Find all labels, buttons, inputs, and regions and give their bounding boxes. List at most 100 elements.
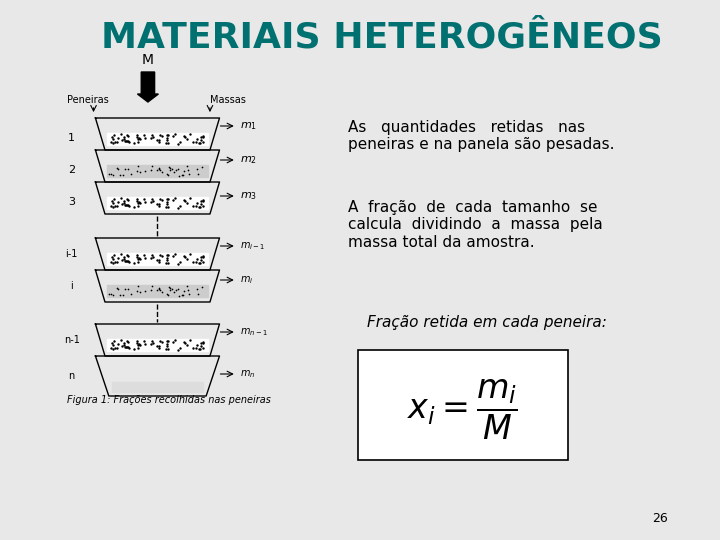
Point	[151, 136, 163, 145]
FancyArrow shape	[138, 72, 158, 102]
Point	[181, 199, 193, 207]
Point	[196, 282, 207, 291]
Polygon shape	[112, 382, 203, 392]
Text: 3: 3	[68, 197, 75, 207]
Polygon shape	[107, 253, 208, 265]
Point	[146, 195, 158, 204]
Point	[132, 282, 144, 291]
Point	[121, 251, 132, 259]
Point	[176, 290, 187, 299]
Point	[120, 285, 131, 294]
Point	[132, 258, 144, 266]
Point	[156, 338, 168, 347]
Point	[172, 260, 184, 268]
Point	[122, 165, 134, 173]
Point	[132, 133, 143, 141]
Point	[112, 254, 124, 262]
Point	[179, 131, 190, 140]
Point	[107, 254, 119, 263]
Point	[132, 253, 143, 261]
Point	[161, 345, 172, 353]
Point	[109, 257, 121, 266]
Point	[192, 285, 203, 293]
Point	[154, 336, 166, 345]
Point	[121, 131, 132, 139]
Point	[107, 133, 118, 141]
Point	[194, 259, 206, 268]
Point	[109, 131, 120, 140]
Point	[122, 343, 134, 352]
Point	[134, 168, 145, 177]
Point	[121, 256, 132, 265]
Text: As   quantidades   retidas   nas
peneiras e na panela são pesadas.: As quantidades retidas nas peneiras e na…	[348, 120, 615, 152]
Point	[118, 253, 130, 261]
Point	[164, 166, 176, 174]
Point	[184, 289, 195, 298]
Point	[118, 341, 130, 350]
Point	[107, 291, 119, 299]
Point	[131, 195, 143, 204]
Text: $m_i$: $m_i$	[240, 274, 254, 286]
Point	[172, 204, 184, 212]
Point	[146, 131, 158, 139]
Point	[145, 133, 157, 142]
Point	[163, 163, 175, 171]
Point	[151, 342, 163, 350]
Point	[156, 288, 167, 296]
Point	[117, 291, 128, 299]
Text: 2: 2	[68, 165, 75, 175]
Point	[109, 251, 120, 260]
Point	[181, 282, 193, 291]
Text: M: M	[142, 53, 154, 67]
Point	[135, 199, 146, 208]
Point	[104, 170, 115, 179]
Point	[179, 133, 191, 141]
Point	[192, 341, 203, 349]
Point	[154, 131, 166, 139]
Point	[190, 138, 202, 146]
Point	[161, 289, 173, 298]
Point	[174, 138, 186, 146]
Point	[140, 340, 151, 348]
Point	[193, 138, 204, 147]
Point	[140, 287, 151, 296]
Point	[109, 343, 121, 352]
Point	[166, 285, 178, 294]
Point	[162, 131, 174, 139]
Point	[120, 165, 131, 173]
Point	[197, 339, 209, 347]
Point	[115, 130, 127, 139]
Point	[152, 285, 163, 294]
Point	[153, 342, 165, 350]
Point	[132, 135, 144, 144]
Point	[197, 137, 209, 146]
Point	[105, 290, 117, 299]
Point	[162, 337, 174, 346]
Point	[192, 135, 203, 144]
Point	[107, 202, 119, 211]
Point	[162, 251, 174, 260]
Point	[177, 291, 189, 299]
Point	[168, 338, 179, 347]
Point	[166, 165, 178, 174]
Point	[174, 202, 186, 211]
Point	[140, 198, 151, 206]
Point	[196, 197, 207, 205]
Polygon shape	[107, 285, 208, 297]
Point	[133, 340, 145, 348]
Point	[153, 163, 164, 172]
Point	[109, 195, 120, 204]
Point	[122, 257, 134, 266]
Point	[112, 202, 123, 211]
Point	[135, 255, 146, 264]
Point	[153, 257, 165, 266]
Point	[107, 345, 119, 353]
Point	[132, 286, 143, 295]
Point	[121, 194, 132, 203]
Point	[125, 289, 136, 298]
Point	[104, 290, 115, 299]
Point	[193, 259, 204, 267]
Point	[181, 341, 193, 349]
Point	[105, 343, 117, 352]
Point	[122, 285, 134, 293]
